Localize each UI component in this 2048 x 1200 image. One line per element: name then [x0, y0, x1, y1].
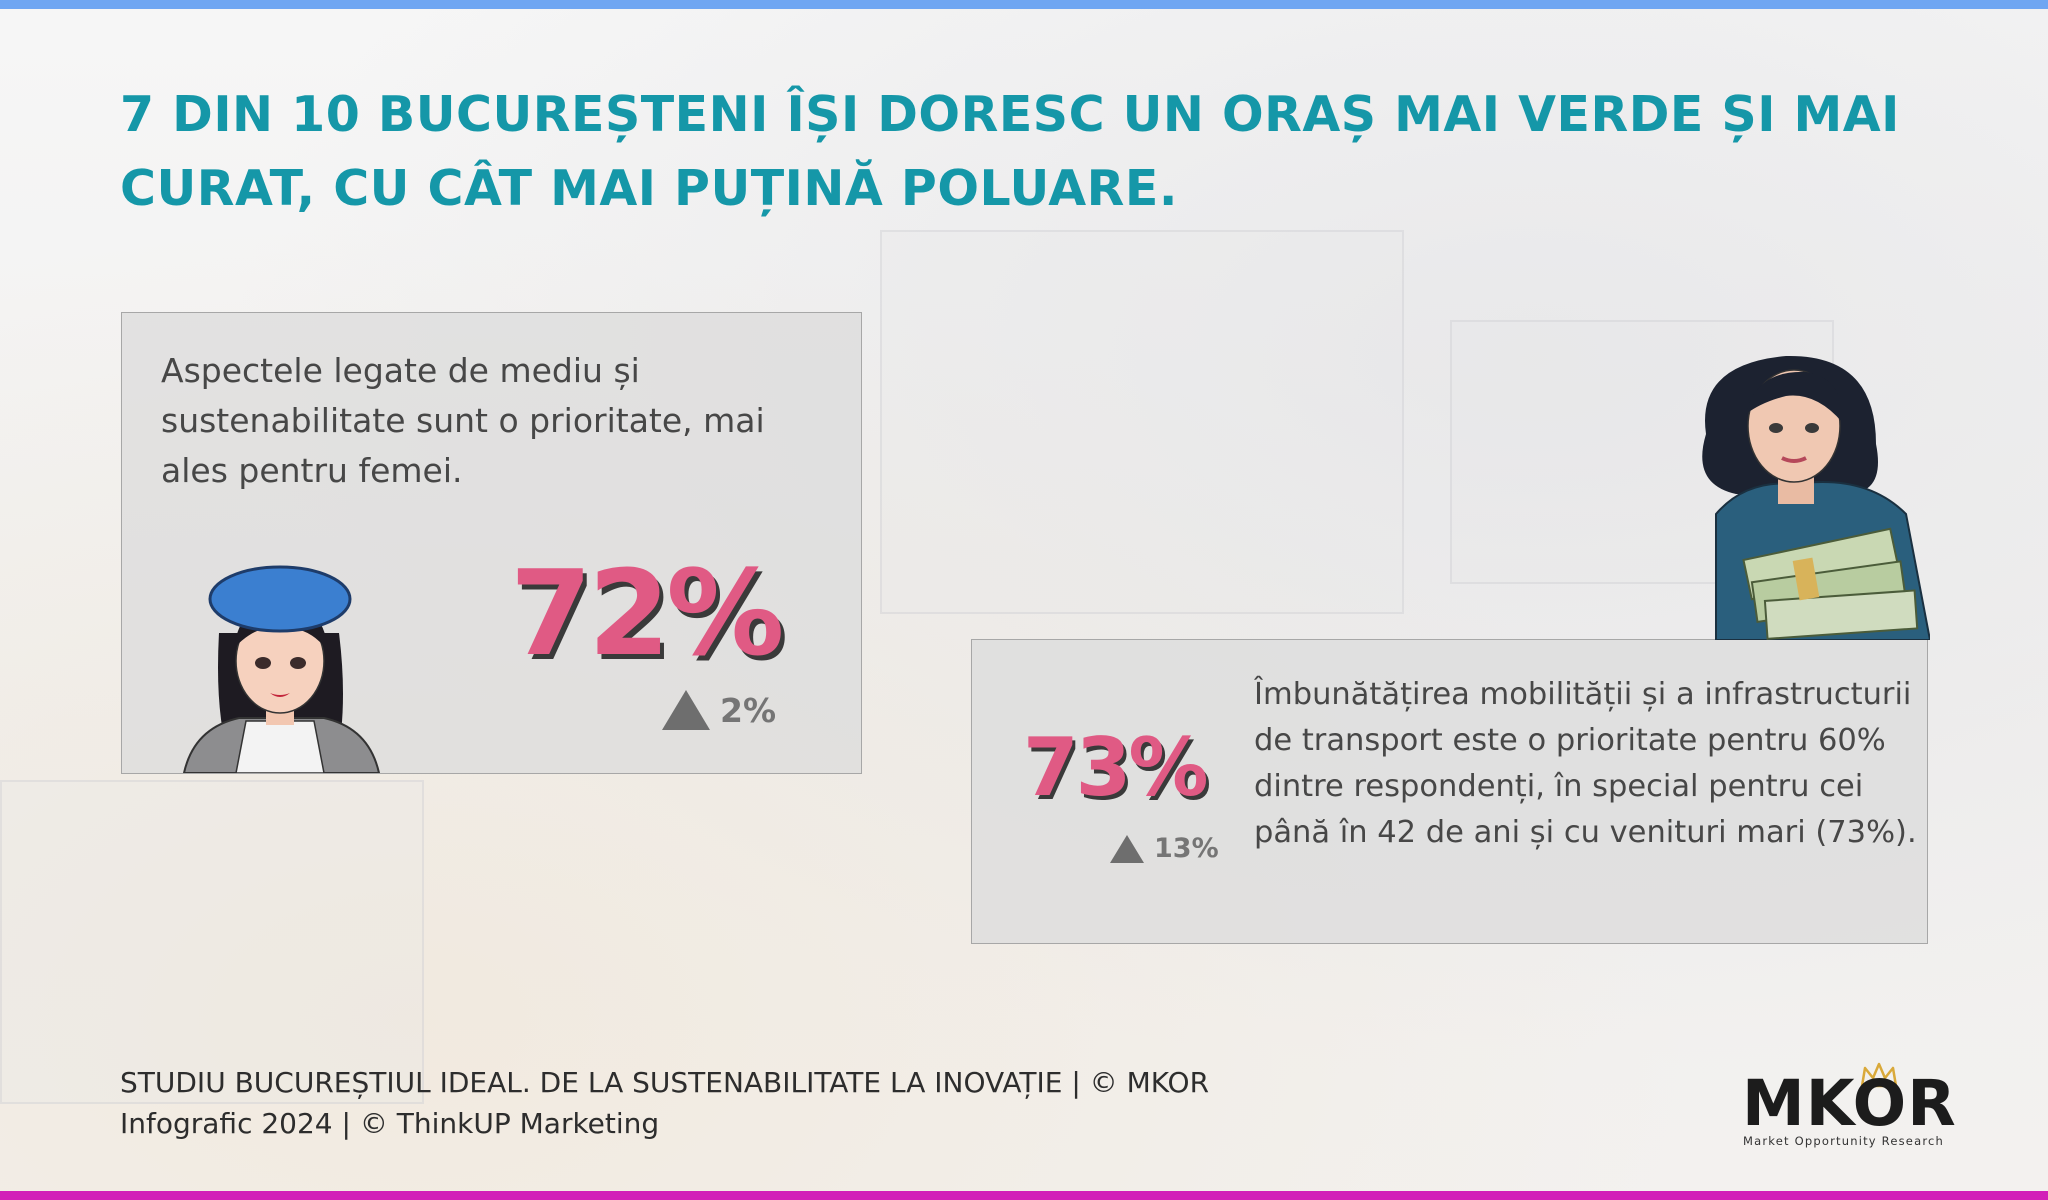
headline: 7 DIN 10 BUCUREȘTENI ÎȘI DORESC UN ORAȘ … — [120, 78, 1940, 226]
mobility-percent: 73% — [1023, 721, 1208, 814]
mkor-logo: MKOR Market Opportunity Research — [1740, 1062, 1960, 1152]
triangle-up-icon — [662, 690, 710, 730]
background-building — [0, 780, 424, 1104]
headline-line-2: CURAT, CU CÂT MAI PUȚINĂ POLUARE. — [120, 160, 1178, 217]
environment-card: Aspectele legate de mediu și sustenabili… — [121, 312, 862, 774]
footer-infographic-line: Infografic 2024 | © ThinkUP Marketing — [120, 1107, 660, 1140]
crown-icon — [1860, 1062, 1898, 1088]
mobility-card-text: Îmbunătățirea mobilității și a infrastru… — [1254, 677, 1917, 850]
environment-card-text: Aspectele legate de mediu și sustenabili… — [161, 351, 765, 490]
background-building — [880, 230, 1404, 614]
woman-with-money-illustration-icon — [1702, 355, 1930, 640]
footer-credits: STUDIU BUCUREȘTIUL IDEAL. DE LA SUSTENAB… — [120, 1062, 1209, 1144]
environment-delta-value: 2% — [720, 690, 777, 730]
headline-line-1: 7 DIN 10 BUCUREȘTENI ÎȘI DORESC UN ORAȘ … — [120, 86, 1900, 143]
woman-beret-illustration-icon — [182, 565, 381, 773]
logo-wordmark: MKOR — [1742, 1067, 1957, 1140]
triangle-up-icon — [1110, 834, 1144, 863]
logo-tagline: Market Opportunity Research — [1743, 1134, 1945, 1148]
environment-delta: 2% — [662, 690, 776, 730]
environment-percent: 72% — [510, 544, 784, 682]
footer-study-line: STUDIU BUCUREȘTIUL IDEAL. DE LA SUSTENAB… — [120, 1066, 1210, 1099]
mobility-delta: 13% — [1110, 833, 1219, 864]
mobility-card: 73% 13% Îmbunătățirea mobilității și a i… — [971, 639, 1928, 944]
mobility-delta-value: 13% — [1154, 833, 1219, 864]
top-accent-bar — [0, 0, 2048, 9]
bottom-accent-bar — [0, 1191, 2048, 1200]
